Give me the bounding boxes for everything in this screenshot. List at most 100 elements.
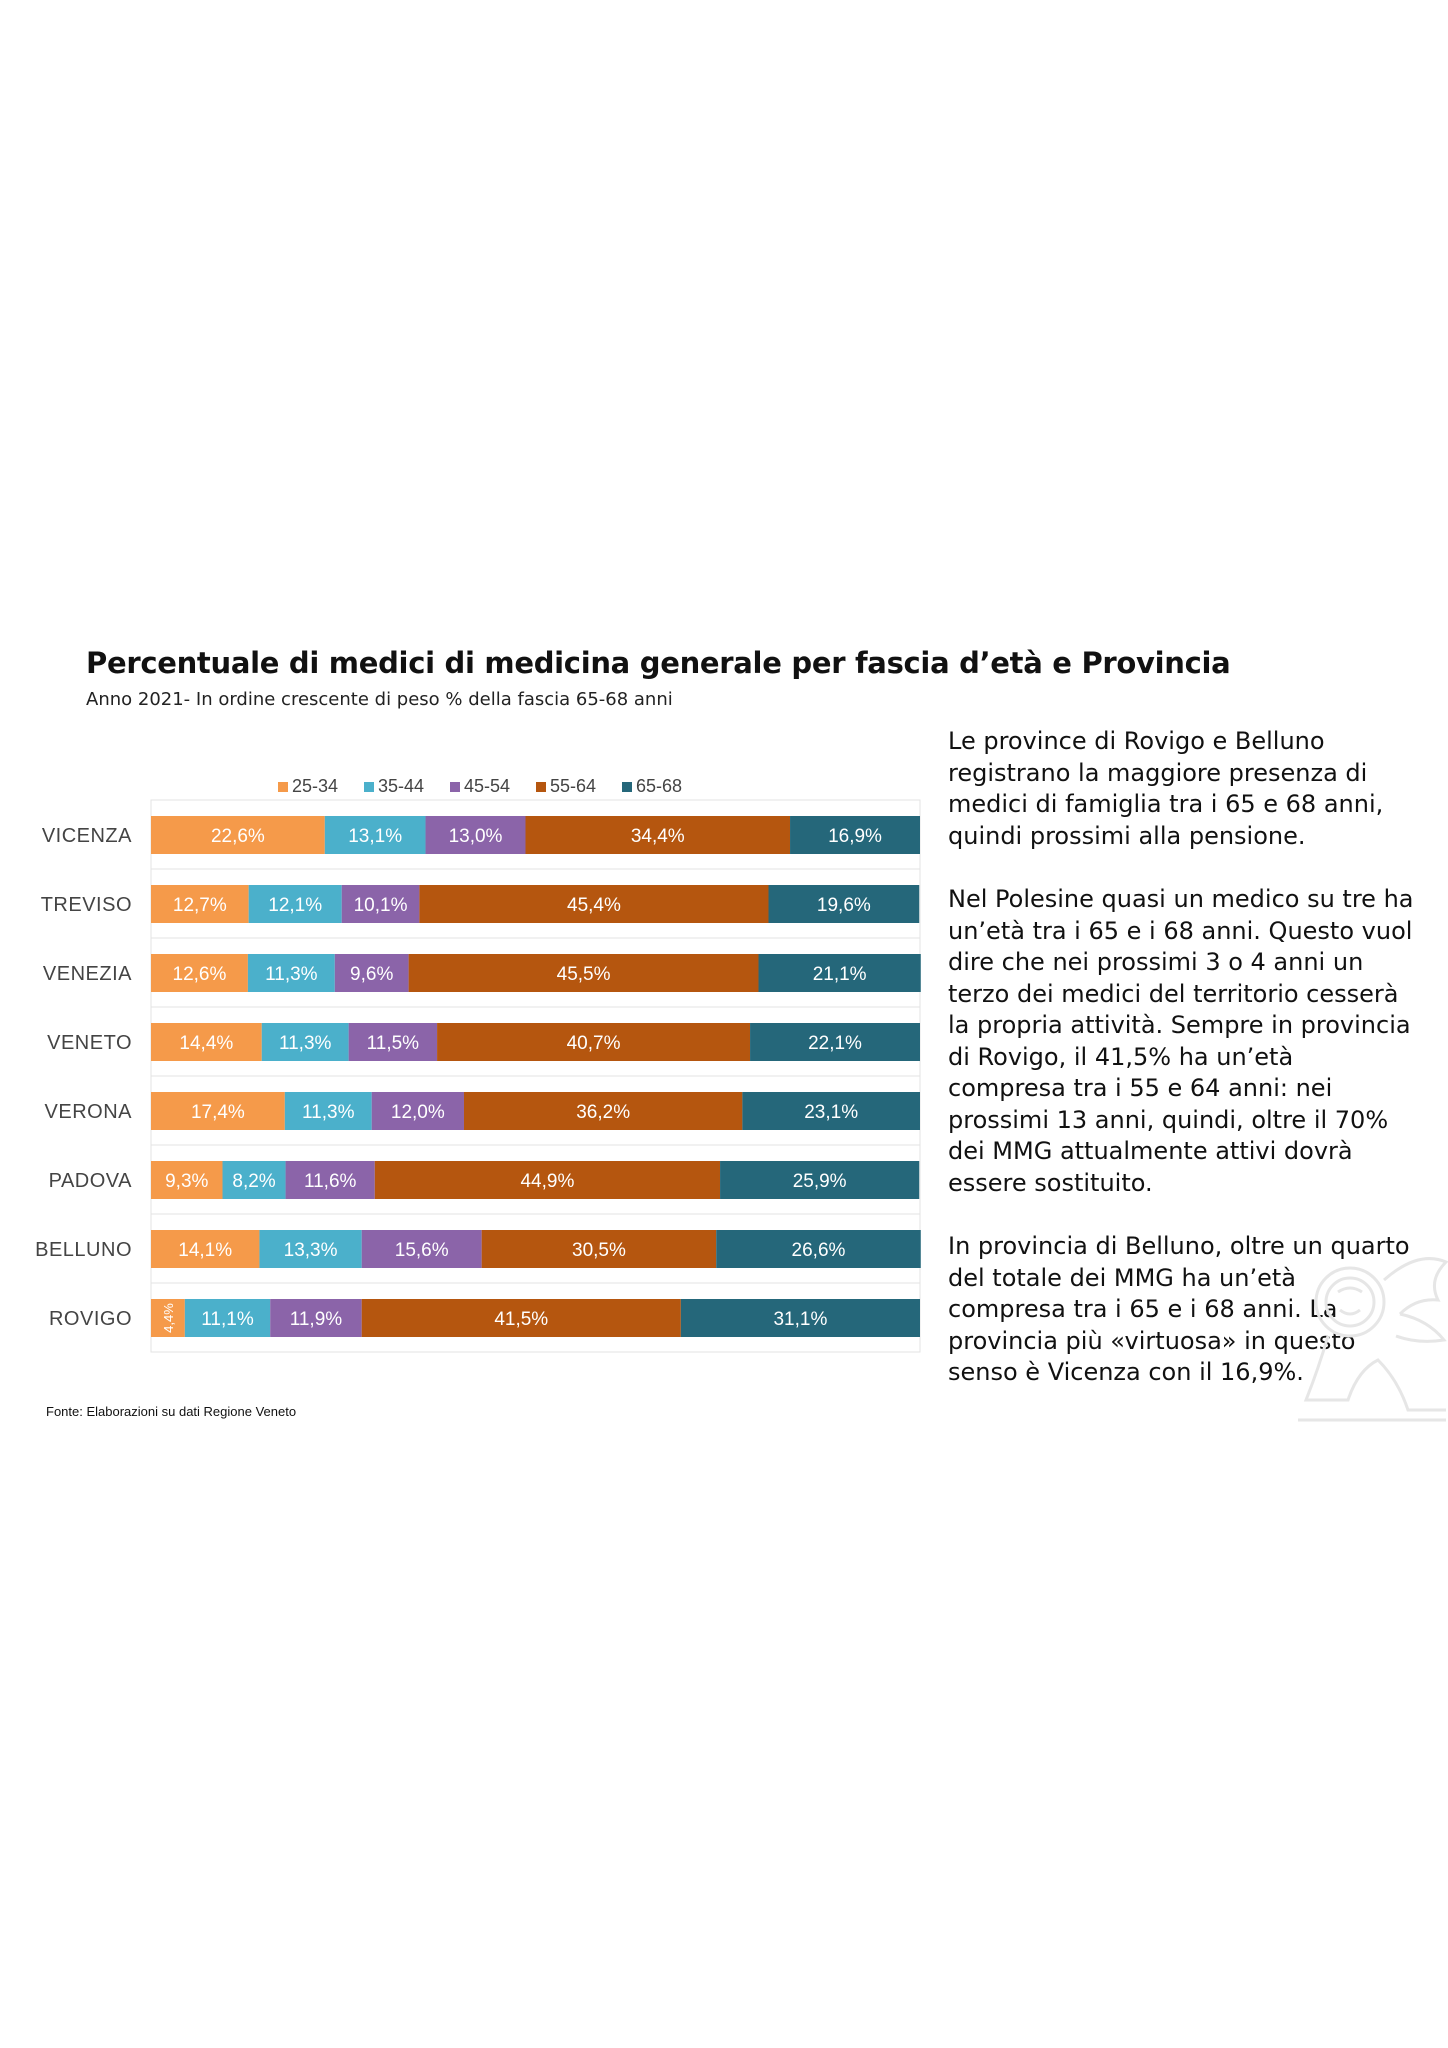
bar-segment	[374, 1161, 721, 1199]
bar-segment	[742, 1092, 920, 1130]
data-label: 4,4%	[161, 1303, 176, 1333]
chart-subtitle: Anno 2021- In ordine crescente di peso %…	[86, 689, 673, 710]
data-label: 11,3%	[302, 1102, 355, 1123]
data-label: 14,4%	[179, 1033, 233, 1054]
data-label: 22,6%	[211, 826, 265, 847]
legend-label: 65-68	[636, 776, 682, 796]
bar-segment	[481, 1230, 717, 1268]
bar-segment	[348, 1023, 438, 1061]
bar-segment	[463, 1092, 743, 1130]
data-label: 45,5%	[557, 964, 611, 985]
data-label: 25,9%	[793, 1171, 847, 1192]
bar-segment	[425, 816, 526, 854]
bar-segment	[408, 954, 759, 992]
bar-segment	[334, 954, 409, 992]
data-label: 9,6%	[350, 964, 393, 985]
category-label: VENEZIA	[43, 963, 132, 985]
bar-segment	[184, 1299, 271, 1337]
category-label: VERONA	[45, 1101, 133, 1123]
bar-segment	[371, 1092, 464, 1130]
data-label: 12,6%	[173, 964, 227, 985]
legend-swatch	[278, 782, 288, 792]
data-label: 14,1%	[178, 1240, 232, 1261]
legend-swatch	[364, 782, 374, 792]
data-label: 12,7%	[173, 895, 227, 916]
data-label: 22,1%	[808, 1033, 862, 1054]
data-label: 13,0%	[449, 826, 503, 847]
data-label: 9,3%	[165, 1171, 208, 1192]
data-label: 17,4%	[191, 1102, 245, 1123]
data-label: 26,6%	[792, 1240, 846, 1261]
data-label: 11,1%	[201, 1309, 254, 1330]
data-label: 45,4%	[567, 895, 621, 916]
bar-segment	[720, 1161, 920, 1199]
legend-label: 55-64	[550, 776, 596, 796]
commentary-paragraph-2: Nel Polesine quasi un medico su tre ha u…	[948, 885, 1414, 1197]
data-label: 12,0%	[391, 1102, 445, 1123]
bar-segment	[758, 954, 921, 992]
data-label: 31,1%	[773, 1309, 827, 1330]
legend-label: 45-54	[464, 776, 510, 796]
bar-segment	[768, 885, 920, 923]
category-label: ROVIGO	[49, 1308, 132, 1330]
bar-segment	[151, 1230, 260, 1268]
commentary: Le province di Rovigo e Belluno registra…	[948, 726, 1418, 1421]
bar-segment	[437, 1023, 751, 1061]
bar-segment	[790, 816, 920, 854]
bar-segment	[716, 1230, 921, 1268]
data-label: 11,3%	[279, 1033, 332, 1054]
legend-label: 25-34	[292, 776, 338, 796]
bar-segment	[341, 885, 420, 923]
category-label: VENETO	[47, 1032, 132, 1054]
bar-segment	[151, 1299, 185, 1337]
legend-label: 35-44	[378, 776, 424, 796]
bar-segment	[270, 1299, 362, 1337]
bar-segment	[248, 885, 342, 923]
data-label: 12,1%	[268, 895, 322, 916]
category-label: BELLUNO	[35, 1239, 132, 1261]
bar-segment	[419, 885, 769, 923]
bar-segment	[259, 1230, 362, 1268]
data-label: 13,3%	[284, 1240, 338, 1261]
bar-segment	[324, 816, 426, 854]
commentary-paragraph-3: In provincia di Belluno, oltre un quarto…	[948, 1232, 1410, 1386]
data-label: 30,5%	[572, 1240, 626, 1261]
data-label: 11,3%	[265, 964, 318, 985]
stacked-bar-chart: 25-34 35-44 45-54 55-64 65-68 VICENZA 22,6% 13,…	[35, 776, 921, 1353]
bar-segment	[222, 1161, 286, 1199]
legend-swatch	[450, 782, 460, 792]
data-label: 13,1%	[348, 826, 402, 847]
legend-swatch	[536, 782, 546, 792]
data-label: 41,5%	[494, 1309, 548, 1330]
data-label: 11,6%	[304, 1171, 357, 1192]
bar-segment	[361, 1299, 681, 1337]
bar-segment	[151, 885, 249, 923]
bar-segment	[261, 1023, 349, 1061]
bar-segment	[151, 1023, 262, 1061]
data-label: 40,7%	[567, 1033, 621, 1054]
bar-segment	[151, 1092, 285, 1130]
bar-segment	[284, 1092, 372, 1130]
chart-title: Percentuale di medici di medicina genera…	[86, 646, 1231, 680]
category-label: VICENZA	[42, 825, 132, 847]
legend-swatch	[622, 782, 632, 792]
data-label: 15,6%	[395, 1240, 449, 1261]
source-note: Fonte: Elaborazioni su dati Regione Vene…	[46, 1404, 297, 1419]
bar-segment	[151, 816, 325, 854]
bar-segment	[151, 954, 248, 992]
bar-segment	[361, 1230, 482, 1268]
data-label: 21,1%	[813, 964, 867, 985]
data-label: 10,1%	[354, 895, 408, 916]
data-label: 16,9%	[828, 826, 882, 847]
lion-watermark-icon	[1298, 1257, 1448, 1422]
category-label: TREVISO	[41, 894, 132, 916]
data-label: 8,2%	[232, 1171, 275, 1192]
data-label: 34,4%	[631, 826, 685, 847]
commentary-paragraph-1: Le province di Rovigo e Belluno registra…	[948, 727, 1384, 850]
category-label: PADOVA	[49, 1170, 133, 1192]
data-label: 11,9%	[290, 1309, 343, 1330]
bar-segment	[525, 816, 791, 854]
data-label: 44,9%	[520, 1171, 574, 1192]
data-label: 11,5%	[367, 1033, 420, 1054]
bar-segment	[285, 1161, 375, 1199]
